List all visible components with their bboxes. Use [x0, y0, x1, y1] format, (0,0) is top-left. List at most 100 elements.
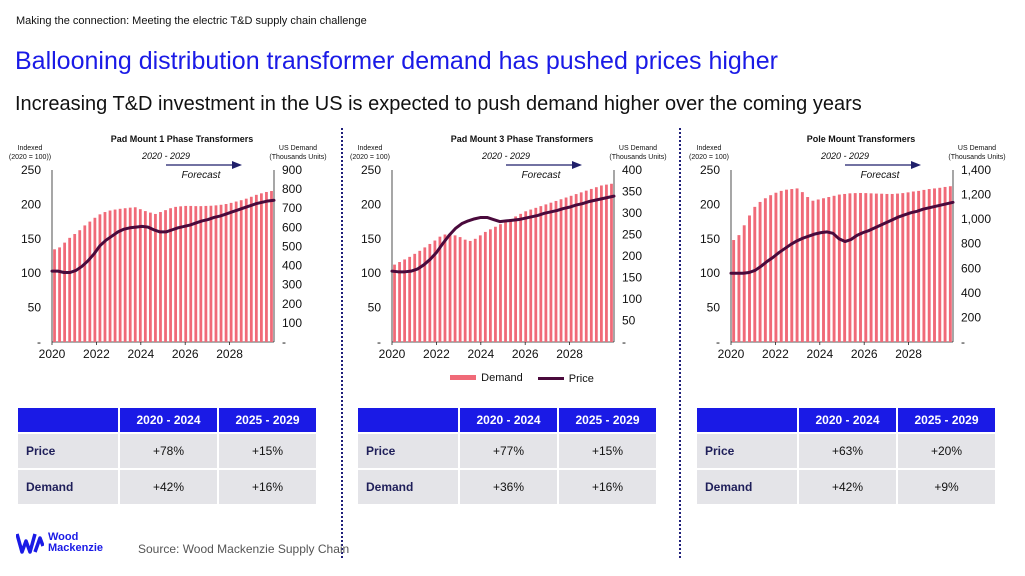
right-tick-label: 100 — [282, 316, 302, 330]
table-cell: +16% — [219, 470, 316, 504]
right-tick-label: 200 — [961, 310, 981, 324]
demand-bar — [103, 212, 107, 342]
table-cell: +42% — [799, 470, 896, 504]
demand-bar — [169, 208, 172, 342]
left-axis-label: (2020 = 100) — [689, 154, 729, 161]
demand-bar — [917, 190, 921, 342]
left-tick-label: 150 — [361, 232, 381, 246]
demand-bar — [737, 235, 741, 342]
demand-bar — [113, 209, 117, 342]
table-cell: +36% — [460, 470, 557, 504]
forecast-label: Forecast — [522, 170, 562, 181]
demand-bar — [933, 188, 936, 342]
demand-bar — [83, 225, 87, 342]
demand-bar — [453, 235, 457, 342]
demand-bar — [73, 234, 77, 342]
demand-bar — [108, 210, 112, 342]
legend-demand-label: Demand — [481, 371, 523, 384]
demand-bar — [816, 199, 820, 342]
row-label: Demand — [18, 470, 118, 504]
page-subtitle: Increasing T&D investment in the US is e… — [15, 93, 862, 115]
forecast-arrow-icon — [911, 161, 921, 169]
demand-bar — [254, 194, 258, 342]
left-tick-label: 50 — [707, 301, 721, 315]
demand-bar — [880, 193, 884, 342]
right-axis-label: US Demand — [619, 145, 657, 152]
demand-bar — [748, 215, 751, 342]
demand-bar — [98, 214, 102, 342]
chart-title: Pad Mount 3 Phase Transformers — [451, 134, 594, 144]
demand-bar — [610, 183, 613, 342]
legend-demand-swatch — [450, 375, 477, 380]
stats-table: 2020 - 2024 2025 - 2029 Price +78% +15% … — [16, 406, 318, 506]
demand-bar — [827, 197, 831, 342]
demand-bar — [579, 192, 583, 342]
x-tick-label: 2024 — [806, 347, 833, 361]
left-tick-label: 100 — [21, 266, 41, 280]
table-row: Demand +42% +9% — [697, 470, 995, 504]
left-axis-label: Indexed — [358, 145, 383, 152]
x-tick-label: 2024 — [467, 347, 494, 361]
demand-bar — [149, 212, 152, 342]
demand-bar — [154, 213, 157, 342]
left-tick-label: 150 — [700, 232, 720, 246]
demand-bar — [569, 195, 573, 342]
x-tick-label: 2020 — [39, 347, 66, 361]
demand-bar — [534, 207, 538, 342]
right-tick-label: 400 — [622, 163, 642, 177]
left-tick-label: 50 — [368, 301, 382, 315]
demand-bar — [194, 206, 198, 342]
table-corner — [358, 408, 458, 432]
left-tick-label: - — [37, 335, 41, 349]
demand-bar — [600, 185, 603, 342]
demand-bar — [403, 259, 407, 342]
left-tick-label: 250 — [21, 163, 41, 177]
x-tick-label: 2026 — [851, 347, 878, 361]
demand-bar — [219, 204, 223, 342]
demand-bar — [742, 225, 746, 342]
demand-bar — [489, 229, 492, 342]
right-tick-label: 400 — [961, 286, 981, 300]
x-tick-label: 2028 — [895, 347, 922, 361]
demand-bar — [890, 193, 894, 342]
legend-price: Price — [537, 372, 594, 385]
table-row: Price +78% +15% — [18, 434, 316, 468]
stats-table: 2020 - 2024 2025 - 2029 Price +77% +15% … — [356, 406, 658, 506]
demand-bar — [785, 189, 788, 342]
demand-bar — [159, 212, 162, 342]
right-tick-label: 900 — [282, 163, 302, 177]
demand-bar — [544, 204, 548, 342]
demand-bar — [795, 188, 799, 342]
x-tick-label: 2026 — [172, 347, 199, 361]
left-axis-label: Indexed — [697, 145, 722, 152]
table-cell: +63% — [799, 434, 896, 468]
forecast-label: Forecast — [182, 170, 222, 181]
demand-bar — [433, 240, 437, 342]
left-axis-label: (2020 = 100)) — [9, 154, 51, 161]
demand-bar — [458, 237, 462, 342]
right-tick-label: 700 — [282, 201, 302, 215]
x-tick-label: 2022 — [423, 347, 450, 361]
demand-bar — [564, 197, 568, 342]
demand-bar — [943, 186, 947, 342]
demand-bar — [133, 207, 137, 342]
demand-bar — [58, 247, 61, 342]
table-row: Price +63% +20% — [697, 434, 995, 468]
right-tick-label: 1,000 — [961, 212, 991, 226]
table-row: Price +77% +15% — [358, 434, 656, 468]
demand-bar — [143, 211, 147, 342]
demand-bar — [123, 208, 127, 342]
eyebrow-text: Making the connection: Meeting the elect… — [16, 15, 367, 27]
table-cell: +20% — [898, 434, 995, 468]
legend-price-label: Price — [568, 372, 594, 385]
demand-bar — [473, 238, 477, 342]
x-tick-label: 2020 — [718, 347, 745, 361]
table-cell: +42% — [120, 470, 217, 504]
right-axis-label: (Thousands Units) — [269, 154, 326, 161]
demand-bar — [244, 198, 248, 342]
logo-text-line: Mackenzie — [48, 542, 104, 554]
demand-bar — [63, 242, 67, 342]
demand-bar — [800, 192, 804, 342]
demand-bar — [779, 190, 783, 342]
demand-bar — [270, 191, 273, 342]
